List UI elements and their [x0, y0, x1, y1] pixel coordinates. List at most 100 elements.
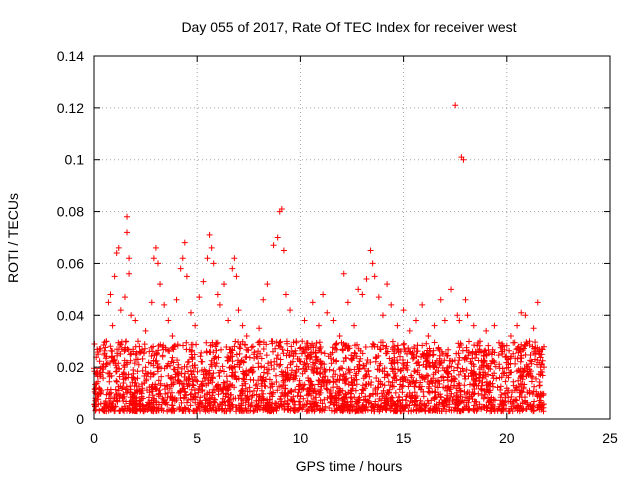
data-point — [448, 286, 455, 293]
data-point — [419, 301, 426, 308]
data-point — [491, 322, 498, 329]
plot-frame — [93, 55, 611, 420]
x-tick-label: 15 — [396, 430, 412, 446]
data-point — [117, 307, 124, 314]
data-point — [216, 301, 223, 308]
data-point — [150, 255, 157, 262]
data-point — [165, 317, 172, 324]
data-point — [128, 312, 135, 319]
data-point — [462, 296, 469, 303]
data-point — [330, 317, 337, 324]
data-point — [200, 278, 207, 285]
data-point — [375, 294, 382, 301]
axis-ticks — [93, 55, 611, 420]
data-point — [287, 307, 294, 314]
data-point — [359, 291, 366, 298]
y-tick-label: 0.08 — [57, 204, 84, 220]
x-tick-label: 0 — [90, 430, 98, 446]
data-point — [233, 273, 240, 280]
data-point — [256, 325, 263, 332]
data-point — [320, 291, 327, 298]
data-point — [157, 281, 164, 288]
data-point — [278, 205, 285, 212]
dense-band-markers — [91, 338, 547, 415]
data-point — [452, 102, 459, 109]
y-tick-label: 0.14 — [57, 48, 84, 64]
data-point — [379, 312, 386, 319]
y-tick-label: 0.04 — [57, 307, 84, 323]
data-point — [309, 299, 316, 306]
dense-band — [91, 338, 547, 415]
data-point — [454, 312, 461, 319]
data-point — [431, 322, 438, 329]
y-tick-label: 0.12 — [57, 100, 84, 116]
data-point — [406, 327, 413, 334]
data-point — [534, 299, 541, 306]
x-tick-label: 20 — [499, 430, 515, 446]
data-point — [340, 270, 347, 277]
data-point — [132, 317, 139, 324]
data-point — [351, 322, 358, 329]
data-point — [367, 247, 374, 254]
data-point — [400, 307, 407, 314]
data-point — [225, 317, 232, 324]
data-point — [441, 317, 448, 324]
data-point — [456, 317, 463, 324]
data-point — [460, 156, 467, 163]
data-point — [126, 255, 133, 262]
data-point — [239, 322, 246, 329]
data-point — [152, 244, 159, 251]
y-tick-label: 0.06 — [57, 255, 84, 271]
data-point — [470, 322, 477, 329]
data-point — [231, 255, 238, 262]
data-point — [115, 244, 122, 251]
grid — [94, 56, 610, 419]
y-axis-label: ROTI / TECUs — [5, 193, 21, 283]
data-point — [148, 299, 155, 306]
data-point — [371, 273, 378, 280]
data-point — [324, 309, 331, 316]
data-point — [483, 327, 490, 334]
data-point — [315, 322, 322, 329]
data-point — [196, 294, 203, 301]
data-point — [124, 229, 131, 236]
data-point — [173, 296, 180, 303]
data-point — [412, 317, 419, 324]
data-point — [336, 333, 343, 340]
data-point — [280, 247, 287, 254]
data-point — [105, 299, 112, 306]
data-point — [229, 265, 236, 272]
data-point — [121, 294, 128, 301]
data-point — [142, 327, 149, 334]
data-point — [270, 242, 277, 249]
data-point — [214, 291, 221, 298]
y-tick-label: 0.1 — [65, 152, 85, 168]
data-point — [107, 291, 114, 298]
x-tick-labels: 0 5 10 15 20 25 — [90, 430, 618, 446]
data-point — [192, 322, 199, 329]
data-point — [124, 213, 131, 220]
data-point — [109, 322, 116, 329]
data-point — [363, 275, 370, 282]
data-point — [206, 231, 213, 238]
data-point — [154, 260, 161, 267]
data-points — [93, 102, 547, 391]
data-point — [126, 270, 133, 277]
data-point — [179, 255, 186, 262]
data-point — [249, 343, 256, 350]
data-point — [183, 273, 190, 280]
x-tick-label: 10 — [293, 430, 309, 446]
data-point — [264, 281, 271, 288]
data-point — [235, 307, 242, 314]
y-tick-label: 0 — [76, 411, 84, 427]
data-point — [204, 255, 211, 262]
data-point — [301, 317, 308, 324]
data-point — [437, 296, 444, 303]
data-point — [177, 265, 184, 272]
data-point — [282, 291, 289, 298]
data-point — [507, 333, 514, 340]
x-tick-label: 25 — [602, 430, 618, 446]
data-point — [394, 322, 401, 329]
data-point — [181, 239, 188, 246]
